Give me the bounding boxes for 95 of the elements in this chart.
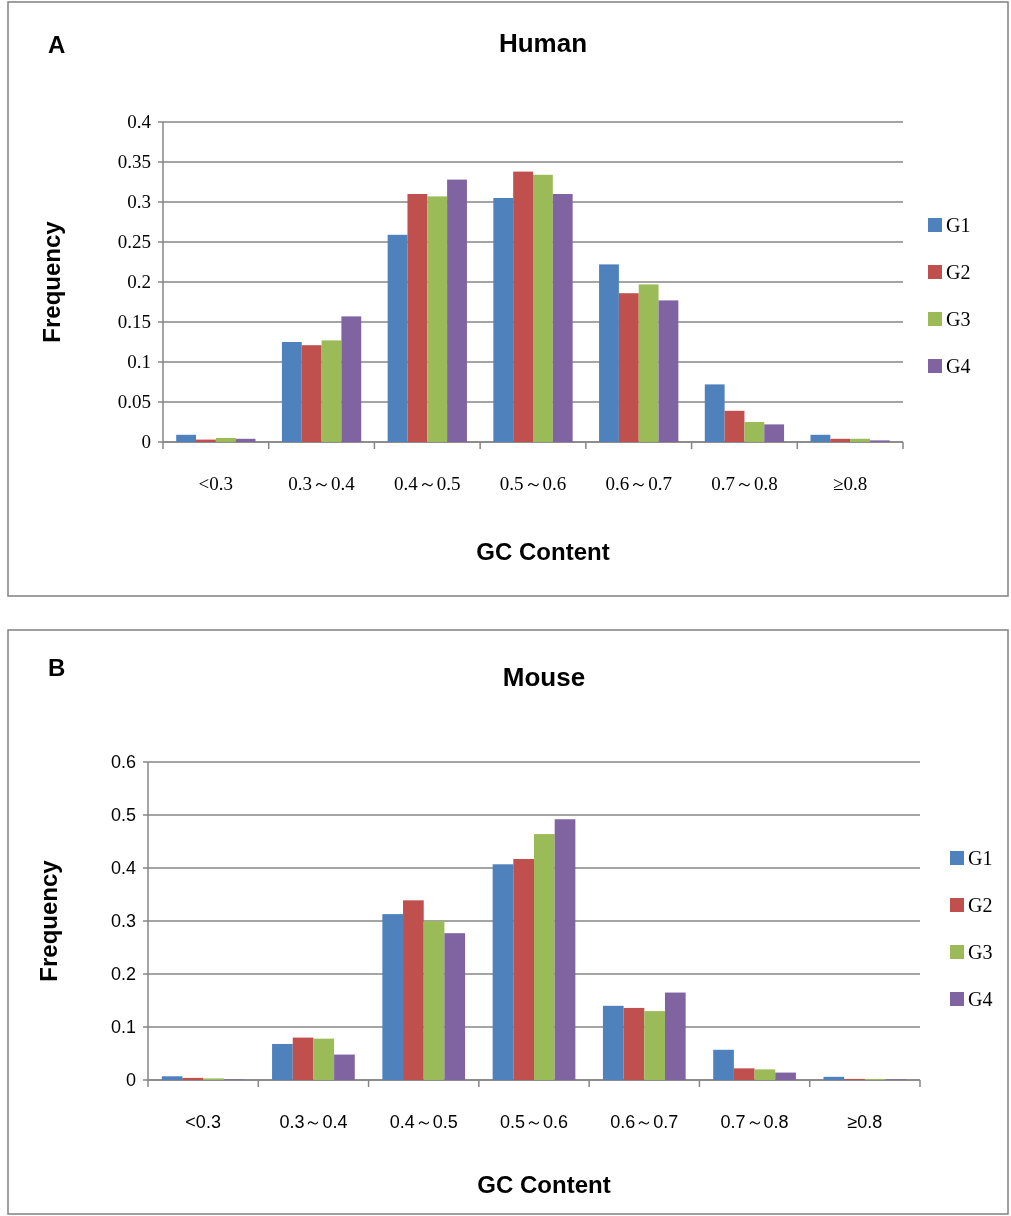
bar — [713, 1049, 734, 1080]
bar — [182, 1077, 204, 1080]
legend-label: G2 — [946, 261, 971, 283]
y-tick-label: 0.1 — [110, 1017, 136, 1037]
x-tick-label: 0.6～0.7 — [605, 473, 672, 494]
bar — [850, 438, 870, 442]
bar — [215, 438, 236, 442]
bar — [161, 1076, 183, 1080]
x-tick-label: 0.5～0.6 — [499, 473, 567, 494]
bar — [334, 1054, 355, 1080]
y-tick-label: 0.3 — [127, 191, 151, 212]
y-tick-label: 0.35 — [117, 151, 151, 172]
y-tick-label: 0.2 — [127, 271, 151, 292]
bar — [407, 194, 428, 442]
x-axis-title: GC Content — [476, 538, 610, 565]
y-tick-label: 0.4 — [110, 858, 136, 878]
x-tick-label: 0.7～0.8 — [711, 473, 778, 494]
bar — [754, 1069, 776, 1080]
x-tick-label: 0.4～0.5 — [394, 473, 461, 494]
chart-title: Human — [498, 28, 588, 58]
y-tick-label: 0.15 — [117, 311, 151, 332]
bar — [823, 1076, 845, 1080]
x-tick-label: <0.3 — [198, 473, 234, 494]
bar — [281, 342, 302, 442]
y-tick-label: 0.6 — [110, 752, 136, 772]
bar — [638, 284, 659, 442]
legend-label: G3 — [968, 941, 993, 963]
bar — [403, 900, 424, 1080]
bar — [513, 858, 534, 1080]
bar — [444, 933, 466, 1080]
legend-label: G2 — [968, 894, 993, 916]
legend-label: G4 — [968, 988, 993, 1010]
bar — [493, 198, 514, 442]
chart-title: Mouse — [502, 662, 586, 692]
bar — [272, 1043, 293, 1080]
bar — [704, 384, 725, 442]
y-tick-label: 0.3 — [110, 911, 136, 931]
bar — [176, 434, 197, 442]
bar — [775, 1072, 796, 1080]
y-tick-label: 0 — [141, 431, 151, 452]
x-tick-label: <0.3 — [185, 1112, 221, 1132]
x-tick-label: ≥0.8 — [833, 473, 868, 494]
y-axis-title: Frequency — [35, 859, 62, 982]
bar — [724, 410, 745, 442]
x-tick-label: ≥0.8 — [847, 1112, 883, 1132]
x-axis-title: GC Content — [477, 1171, 611, 1198]
y-axis-title: Frequency — [38, 220, 65, 343]
bar — [764, 424, 785, 442]
y-tick-label: 0.1 — [127, 351, 151, 372]
x-tick-label: 0.7～0.8 — [720, 1112, 789, 1132]
y-tick-label: 0.4 — [127, 111, 152, 132]
bar — [427, 196, 448, 442]
legend-label: G1 — [968, 847, 993, 869]
bar — [644, 1011, 665, 1080]
bar — [423, 921, 445, 1080]
legend-label: G4 — [946, 355, 971, 377]
bar — [733, 1068, 755, 1080]
bar — [744, 422, 765, 442]
bar — [382, 914, 404, 1080]
bar — [321, 340, 342, 442]
bar — [235, 438, 256, 442]
bar — [552, 194, 573, 442]
y-tick-label: 0.2 — [110, 964, 136, 984]
y-tick-label: 0.5 — [110, 805, 136, 825]
y-tick-label: 0 — [125, 1070, 136, 1090]
bar — [534, 834, 555, 1080]
legend-label: G1 — [946, 214, 971, 236]
bar — [292, 1037, 314, 1080]
y-tick-label: 0.25 — [117, 231, 151, 252]
bar — [447, 179, 467, 442]
x-tick-label: 0.3～0.4 — [288, 473, 356, 494]
bar — [618, 293, 639, 442]
bar — [313, 1038, 335, 1080]
bar — [830, 438, 851, 442]
bar — [599, 264, 619, 442]
legend-label: G3 — [946, 308, 971, 330]
bar — [533, 174, 553, 442]
bar — [810, 434, 831, 442]
x-tick-label: 0.3～0.4 — [279, 1112, 348, 1132]
bar — [301, 345, 322, 442]
x-tick-label: 0.4～0.5 — [389, 1112, 458, 1132]
bar — [492, 864, 514, 1080]
bar — [513, 171, 533, 442]
x-tick-label: 0.5～0.6 — [499, 1112, 569, 1132]
bar — [341, 316, 362, 442]
bar — [387, 234, 408, 442]
bar — [602, 1005, 624, 1080]
bar — [664, 992, 686, 1080]
text: A — [48, 31, 66, 58]
x-tick-label: 0.6～0.7 — [610, 1112, 679, 1132]
text: B — [48, 654, 66, 681]
bar — [554, 819, 576, 1080]
bar — [658, 300, 679, 442]
y-tick-label: 0.05 — [117, 391, 151, 412]
bar — [623, 1007, 645, 1080]
